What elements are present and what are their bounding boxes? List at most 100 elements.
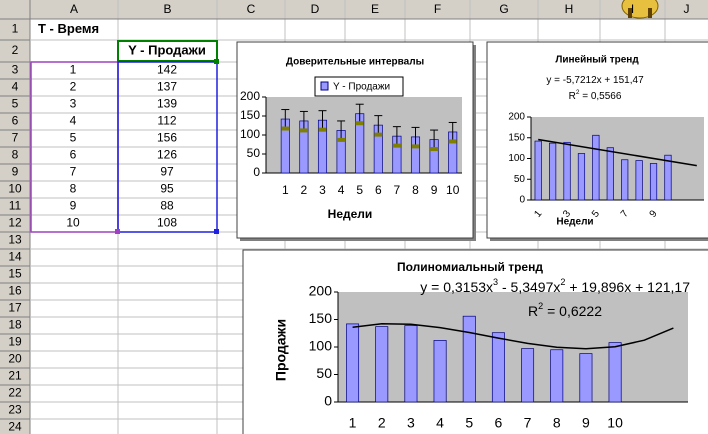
- bar: [549, 142, 557, 201]
- y-tick-label: 200: [240, 89, 260, 103]
- bar: [433, 340, 447, 403]
- cell-sales: 142: [157, 63, 177, 77]
- chart-title: Доверительные интервалы: [286, 57, 424, 68]
- bar: [649, 163, 658, 201]
- cell-time: 4: [70, 114, 77, 128]
- y-tick-label: 50: [247, 146, 261, 160]
- x-tick-label: 7: [394, 183, 401, 197]
- x-tick-label: 2: [378, 415, 386, 431]
- equation-part: R: [528, 303, 538, 319]
- x-tick-label: 10: [446, 183, 460, 197]
- equation-part: 2: [538, 301, 543, 311]
- cell-time: 3: [70, 97, 77, 111]
- equation-part: 2: [576, 89, 580, 96]
- equation: R2 = 0,5566: [569, 89, 622, 101]
- x-tick-label: 5: [356, 183, 363, 197]
- equation: R2 = 0,6222: [528, 301, 602, 318]
- column-header: D: [311, 2, 320, 16]
- y-axis-title: Продажи: [273, 319, 289, 381]
- row-number: 11: [9, 199, 22, 213]
- legend-label: Y - Продажи: [333, 82, 390, 93]
- y-tick-label: 200: [508, 112, 525, 123]
- cell-sales: 88: [160, 199, 174, 213]
- x-tick-label: 7: [524, 415, 532, 431]
- y-tick-label: 50: [316, 365, 332, 381]
- column-header: H: [565, 2, 574, 16]
- cell-sales: 95: [160, 182, 174, 196]
- row-number: 10: [8, 182, 22, 196]
- cell-time: 5: [70, 131, 77, 145]
- row-number: 2: [12, 43, 19, 57]
- column-header: G: [499, 2, 508, 16]
- x-tick-label: 9: [431, 183, 438, 197]
- x-tick-label: 10: [607, 415, 623, 431]
- bar: [550, 349, 564, 403]
- equation-part: - 5,3497x: [498, 279, 560, 295]
- bar: [404, 325, 418, 403]
- cell-time: 1: [70, 63, 77, 77]
- row-number: 21: [8, 369, 22, 383]
- x-tick-label: 3: [319, 183, 326, 197]
- cell-sales: 137: [157, 80, 177, 94]
- row-number: 6: [12, 114, 19, 128]
- cell-b2-frame: [117, 40, 218, 62]
- column-header: F: [434, 2, 441, 16]
- row-number: 15: [8, 267, 22, 281]
- cell-b2: Y - Продажи: [128, 42, 206, 57]
- row-number: 20: [8, 352, 22, 366]
- x-tick-label: 1: [349, 415, 357, 431]
- bar: [534, 140, 542, 201]
- error-low-marker: [337, 137, 346, 142]
- plot-area: [338, 292, 688, 402]
- row-number: 12: [8, 216, 22, 230]
- column-header: J: [684, 2, 690, 16]
- bar: [462, 315, 476, 403]
- bar: [521, 348, 535, 403]
- x-tick-label: 3: [407, 415, 415, 431]
- x-tick-label: 9: [648, 208, 660, 220]
- row-number: 3: [12, 63, 19, 77]
- cell-sales: 156: [157, 131, 177, 145]
- handle: [214, 229, 219, 234]
- error-low-marker: [392, 143, 401, 148]
- row-number: 16: [8, 284, 22, 298]
- x-tick-label: 4: [436, 415, 444, 431]
- bar: [635, 160, 643, 201]
- plot-area: [531, 117, 704, 200]
- y-tick-label: 100: [240, 127, 260, 141]
- column-header: B: [163, 2, 171, 16]
- row-number: 23: [8, 403, 22, 417]
- trend-line: [538, 138, 697, 167]
- x-axis-title: Недели: [328, 207, 373, 221]
- x-tick-label: 8: [553, 415, 561, 431]
- cell-time: 8: [70, 182, 77, 196]
- error-low-marker: [430, 147, 439, 152]
- cell-time: 10: [66, 216, 80, 230]
- error-low-marker: [318, 127, 327, 132]
- row-number: 18: [8, 318, 22, 332]
- error-low-marker: [448, 139, 457, 144]
- row-number: 5: [12, 97, 19, 111]
- row-number: 14: [8, 250, 22, 264]
- trend-line: [352, 323, 674, 350]
- error-low-marker: [374, 132, 383, 137]
- column-header: I: [631, 2, 634, 16]
- equation-part: = 0,6222: [543, 303, 602, 319]
- error-low-marker: [299, 128, 308, 133]
- cell-sales: 108: [157, 216, 177, 230]
- range-b: [117, 61, 218, 233]
- y-tick-label: 0: [253, 165, 260, 179]
- row-number: 1: [12, 22, 19, 36]
- column-header: A: [70, 2, 78, 16]
- row-number: 17: [8, 301, 22, 315]
- bar: [606, 147, 614, 201]
- y-tick-label: 150: [240, 108, 260, 122]
- assistant-icon: [621, 0, 659, 19]
- x-tick-label: 6: [495, 415, 503, 431]
- cell-sales: 97: [160, 165, 174, 179]
- x-tick-label: 9: [582, 415, 590, 431]
- row-number: 4: [12, 80, 19, 94]
- equation-part: y = -5,7212x + 151,47: [546, 75, 644, 86]
- bar: [579, 353, 593, 403]
